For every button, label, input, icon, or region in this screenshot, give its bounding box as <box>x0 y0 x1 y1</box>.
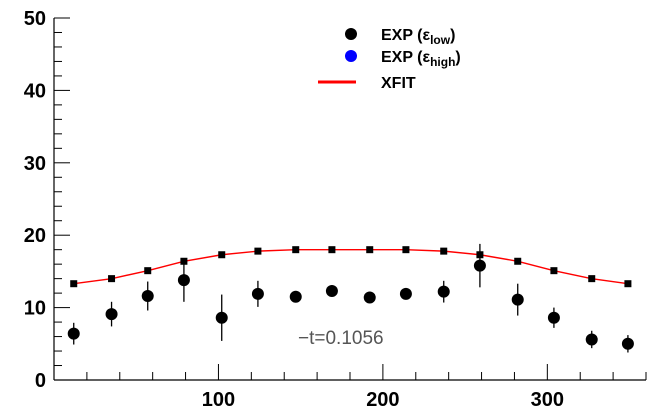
xfit-point <box>70 280 78 288</box>
xfit-point <box>550 267 558 275</box>
xfit-point <box>366 246 374 254</box>
xfit-point <box>108 275 116 283</box>
legend: EXP (εlow)EXP (εhigh) XFIT <box>318 27 461 92</box>
exp-low-point <box>325 284 338 297</box>
exp-low-point <box>363 291 376 304</box>
y-tick-label: 20 <box>24 225 46 247</box>
xfit-point <box>328 246 336 254</box>
exp-low-point <box>251 287 264 300</box>
exp-low-point <box>289 290 302 303</box>
x-tick-label: 200 <box>366 389 399 411</box>
xfit-point <box>402 246 410 254</box>
y-tick-label: 30 <box>24 153 46 175</box>
fit-layer <box>70 246 632 288</box>
xfit-point <box>624 280 632 288</box>
exp-low-point <box>621 337 634 350</box>
xfit-curve <box>73 248 629 285</box>
legend-xfit-label: XFIT <box>381 75 416 92</box>
exp-low-point <box>547 311 560 324</box>
exp-low-point <box>473 259 486 272</box>
exp-low-point <box>215 311 228 324</box>
exp-low-point <box>399 287 412 300</box>
exp-low-point <box>585 333 598 346</box>
x-tick-label: 100 <box>202 389 235 411</box>
exp-low-point <box>511 293 524 306</box>
xfit-point <box>254 247 262 255</box>
xfit-point <box>292 246 300 254</box>
legend-exp-high-label: EXP (εhigh) <box>381 49 461 69</box>
exp-layer <box>67 243 634 353</box>
x-tick-label: 300 <box>531 389 564 411</box>
exp-low-point <box>141 290 154 303</box>
xfit-point <box>144 267 152 275</box>
exp-low-point <box>67 327 80 340</box>
exp-low-point <box>177 274 190 287</box>
legend-exp-low-label: EXP (εlow) <box>381 27 455 47</box>
y-tick-label: 10 <box>24 298 46 320</box>
exp-low-point <box>105 308 118 321</box>
y-tick-label: 50 <box>24 8 46 30</box>
legend-exp-high-marker <box>345 50 357 62</box>
y-tick-label: 40 <box>24 80 46 102</box>
legend-exp-low-marker <box>345 28 357 40</box>
axes: 0 10 20 30 40 50 100 200 300 <box>24 8 647 411</box>
xfit-point <box>218 251 226 259</box>
xfit-point <box>588 275 596 283</box>
y-tick-label: 0 <box>35 370 46 392</box>
exp-low-point <box>437 285 450 298</box>
annotation-t-value: −t=0.1056 <box>298 328 384 349</box>
xfit-point <box>440 247 448 255</box>
xfit-point <box>514 257 522 265</box>
